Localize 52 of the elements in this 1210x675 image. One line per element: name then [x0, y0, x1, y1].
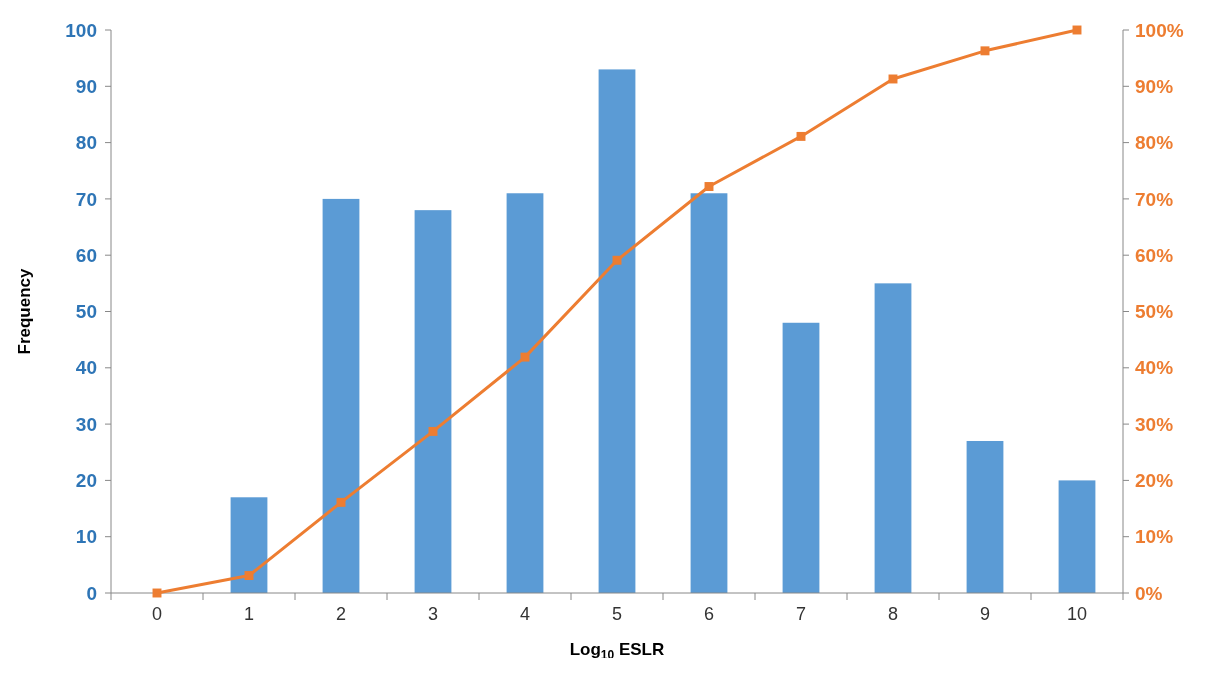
- x-tick-label: 6: [703, 604, 715, 624]
- bar: [230, 497, 268, 593]
- bar: [1058, 480, 1096, 593]
- bar: [782, 322, 820, 593]
- point: [336, 497, 346, 507]
- point: [520, 352, 530, 362]
- y2-tick-label: 20%: [1135, 470, 1174, 492]
- y-tick-label: 100: [65, 19, 97, 41]
- y2-tick-label: 70%: [1135, 188, 1174, 210]
- point: [428, 426, 438, 436]
- bar: [874, 283, 912, 593]
- x-tick-label: 4: [519, 604, 531, 624]
- y-tick-label: 50: [75, 301, 97, 323]
- y-tick-label: 90: [75, 75, 97, 97]
- x-tick-label: 0: [151, 604, 163, 624]
- point: [980, 46, 990, 56]
- x-tick-label: 9: [979, 604, 991, 624]
- y2-tick-label: 90%: [1135, 75, 1174, 97]
- y2-tick-label: 60%: [1135, 244, 1174, 266]
- x-tick-label: 3: [427, 604, 439, 624]
- bar: [414, 210, 452, 593]
- y2-tick-label: 40%: [1135, 357, 1174, 379]
- y-tick-label: 10: [75, 526, 97, 548]
- x-tick-label: 7: [795, 604, 807, 624]
- y-tick-label: 30: [75, 413, 97, 435]
- y-axis-title: Frequency: [15, 267, 34, 355]
- bar: [966, 440, 1004, 593]
- y2-tick-label: 0%: [1135, 582, 1163, 604]
- bar: [690, 193, 728, 593]
- x-tick-label: 1: [243, 604, 255, 624]
- y2-tick-label: 50%: [1135, 301, 1174, 323]
- point: [704, 182, 714, 191]
- x-tick-label: 10: [1066, 604, 1088, 624]
- y-tick-label: 70: [75, 188, 97, 210]
- point: [796, 131, 806, 141]
- y2-tick-label: 80%: [1135, 132, 1174, 154]
- y-tick-label: 20: [75, 470, 97, 492]
- y2-tick-label: 30%: [1135, 413, 1174, 435]
- point: [244, 571, 254, 581]
- x-tick-label: 8: [887, 604, 899, 624]
- bar: [506, 193, 544, 593]
- x-tick-label: 2: [335, 604, 347, 624]
- point: [612, 255, 622, 265]
- y-tick-label: 0: [86, 582, 97, 604]
- y2-tick-label: 10%: [1135, 526, 1174, 548]
- y-tick-label: 80: [75, 132, 97, 154]
- bar: [322, 198, 360, 593]
- y-tick-label: 40: [75, 357, 97, 379]
- bar: [598, 69, 636, 593]
- x-tick-label: 5: [611, 604, 623, 624]
- y-tick-label: 60: [75, 244, 97, 266]
- y2-tick-label: 100%: [1135, 19, 1184, 41]
